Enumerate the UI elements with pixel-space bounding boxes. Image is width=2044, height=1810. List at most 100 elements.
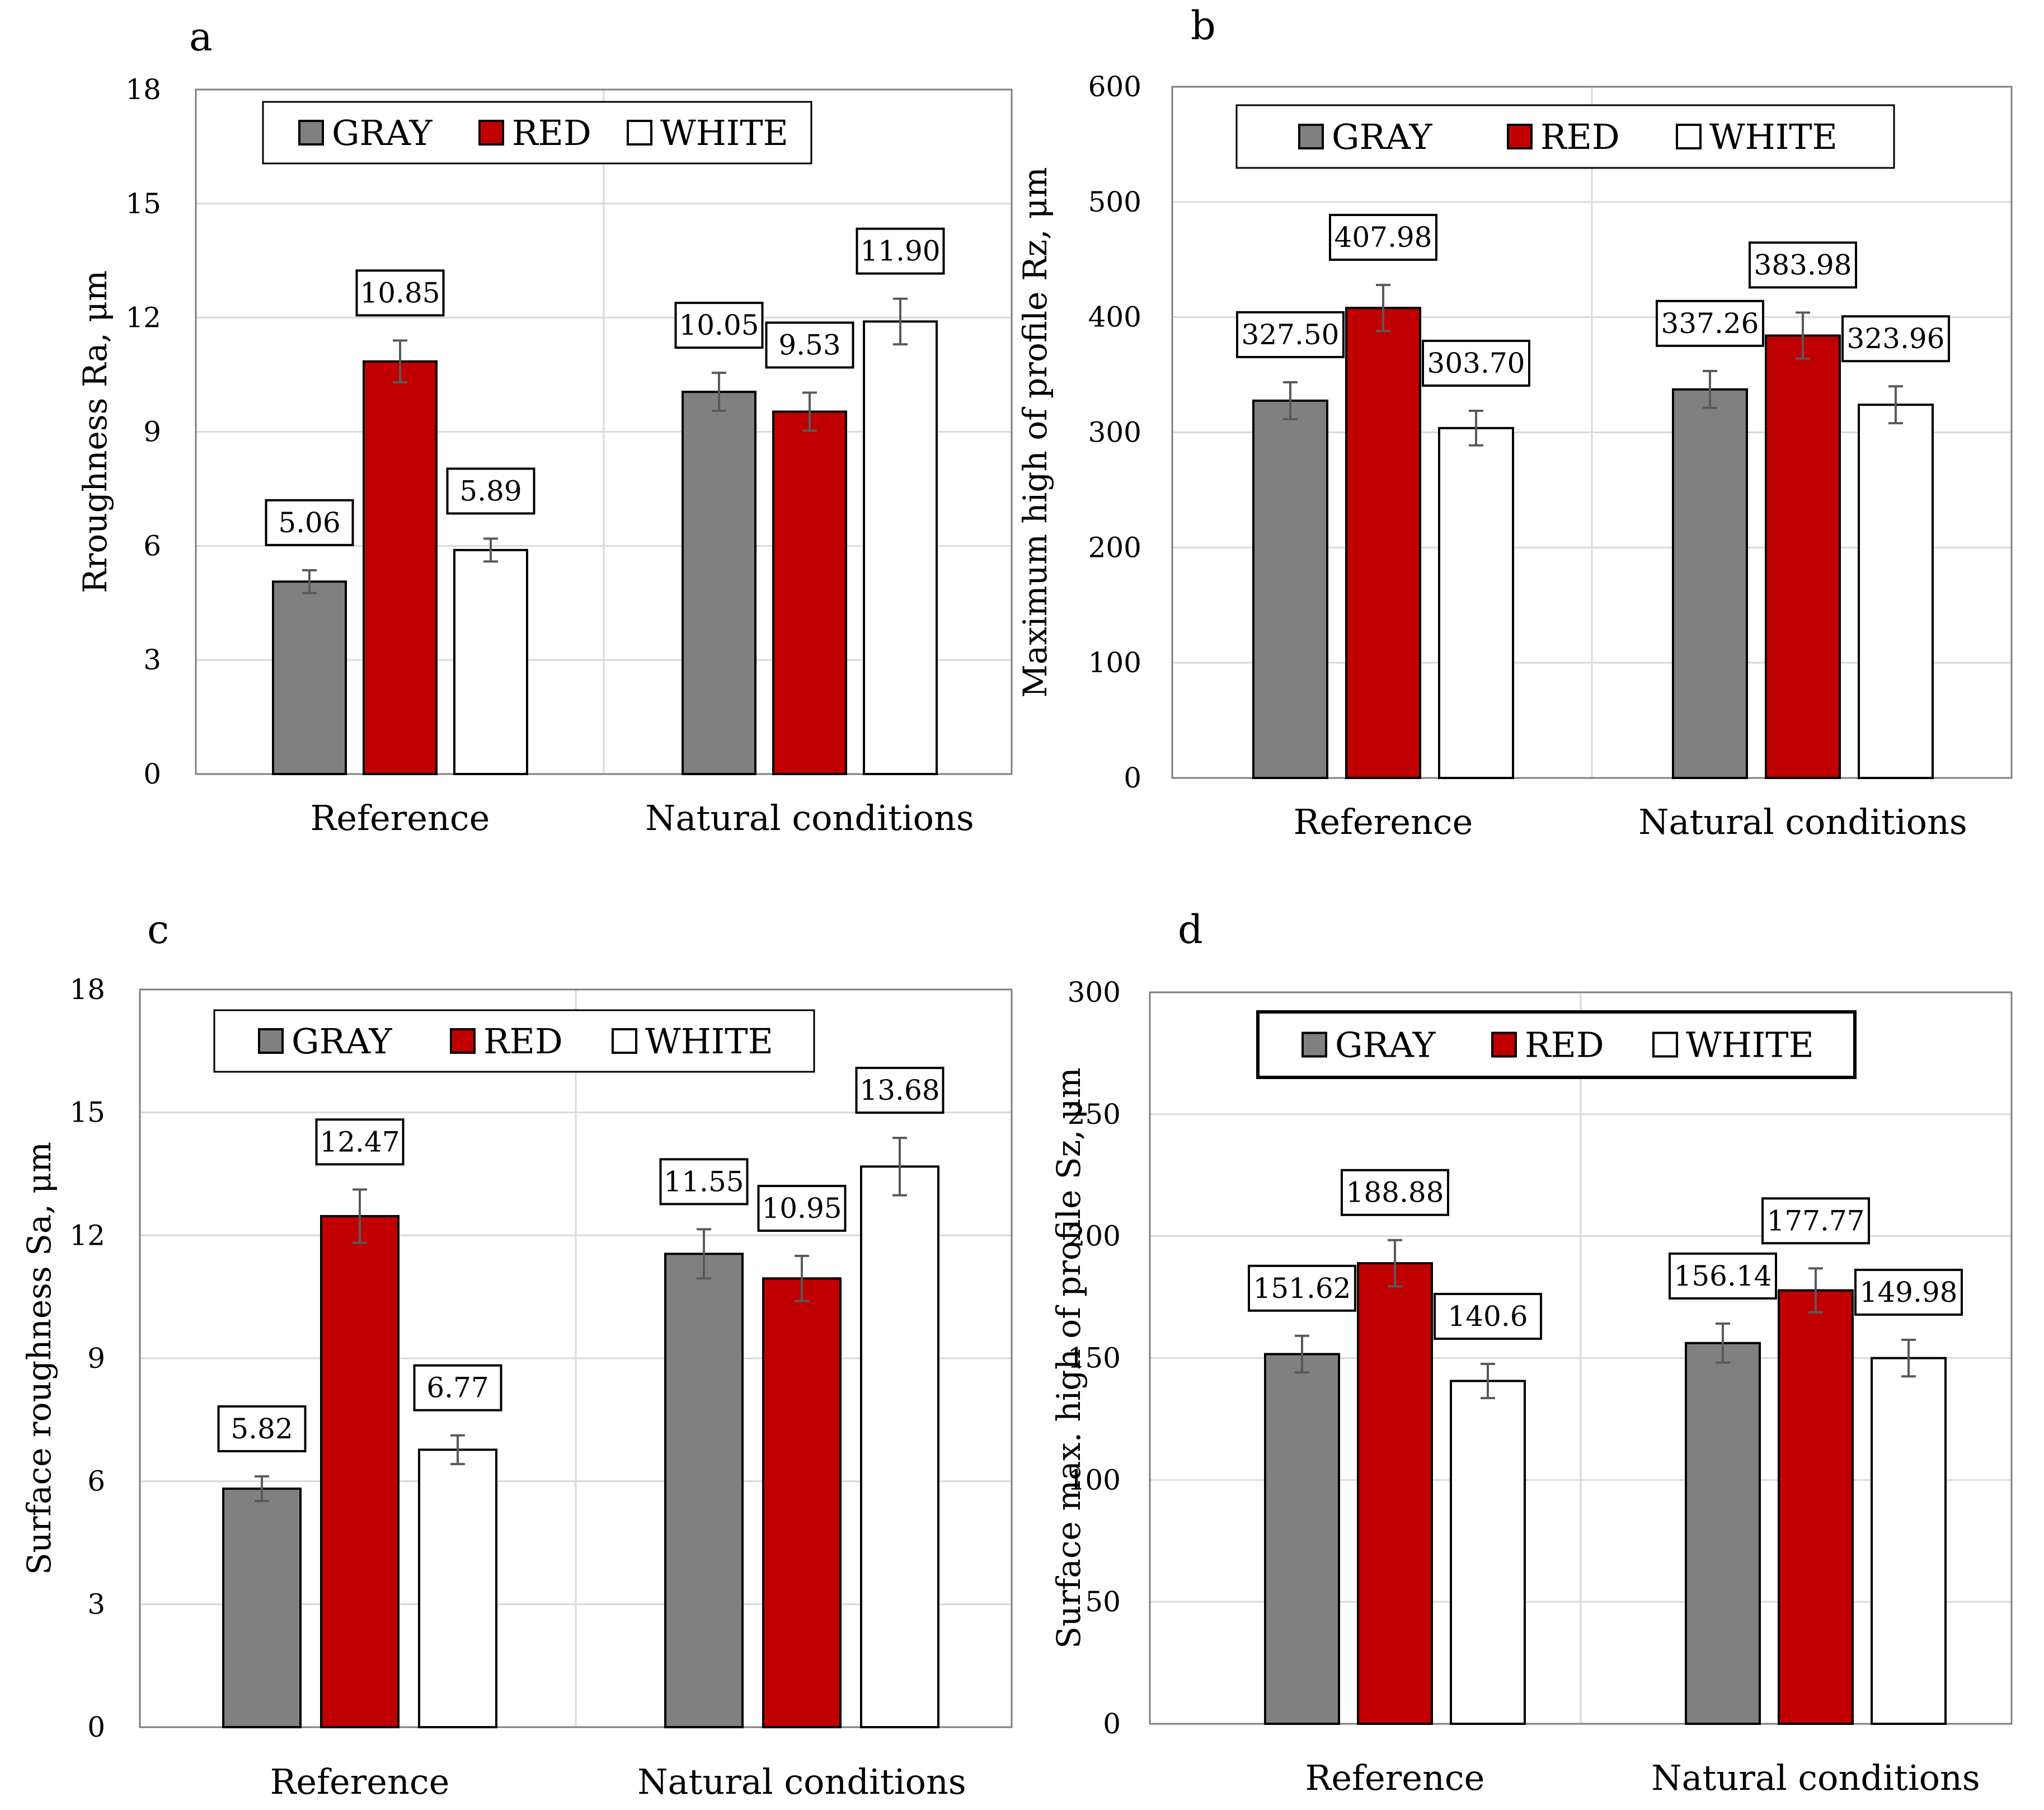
- x-tick-label: Natural conditions: [645, 798, 974, 838]
- y-axis-title: Maximum high of profile Rz, μm: [1016, 167, 1054, 697]
- y-axis-title: Surface roughness Sa, μm: [20, 1142, 58, 1575]
- data-label: 5.89: [459, 475, 521, 507]
- legend: [213, 1009, 815, 1073]
- legend: [1235, 104, 1895, 169]
- x-tick-label: Reference: [311, 798, 490, 838]
- y-tick-label: 6: [87, 1465, 105, 1498]
- bar: [1345, 307, 1421, 779]
- data-label-box: [1761, 1197, 1870, 1245]
- plot-area: [139, 988, 1013, 1728]
- legend-swatch: [1491, 1031, 1517, 1058]
- panel-letter: d: [1178, 907, 1203, 953]
- data-label-box: [265, 499, 354, 546]
- legend-swatch: [1676, 124, 1702, 149]
- legend-label: RED: [1540, 116, 1620, 157]
- y-tick-label: 12: [69, 1219, 105, 1251]
- data-label-box: [757, 1184, 847, 1232]
- panel-letter: c: [147, 907, 169, 953]
- data-label: 151.62: [1253, 1272, 1351, 1305]
- legend-swatch: [1298, 124, 1324, 149]
- data-label: 188.88: [1346, 1176, 1444, 1209]
- data-label-box: [1749, 241, 1857, 289]
- legend: [262, 101, 812, 165]
- legend-swatch: [1652, 1031, 1678, 1058]
- bar: [1672, 388, 1748, 779]
- x-tick-label: Natural conditions: [1638, 801, 1967, 842]
- x-tick-label: Natural conditions: [1651, 1757, 1980, 1798]
- plot-area: [1149, 991, 2013, 1725]
- y-tick-label: 18: [69, 973, 105, 1006]
- legend-swatch: [1507, 124, 1533, 149]
- legend-swatch: [612, 1028, 637, 1054]
- panel-letter: a: [189, 14, 213, 60]
- data-label: 149.98: [1860, 1276, 1958, 1309]
- data-label: 327.50: [1242, 318, 1340, 351]
- chart-panel-a: 0 3 6 9 12 15 18 a Rroughness Ra, μm Reference Nat…: [76, 14, 1013, 838]
- y-tick-label: 100: [1088, 646, 1141, 679]
- y-axis-title: Rroughness Ra, μm: [76, 270, 114, 593]
- chart-panel-b: 0 100 200 300 400 500 600 b Maximum high of prof…: [1016, 3, 2013, 842]
- y-tick-label: 18: [125, 73, 161, 106]
- data-label: 12.47: [319, 1126, 400, 1158]
- y-tick-label: 15: [69, 1096, 105, 1129]
- data-label-box: [1248, 1264, 1356, 1312]
- bar: [1450, 1380, 1526, 1725]
- data-label: 10.05: [679, 309, 759, 341]
- data-label-box: [1841, 315, 1950, 363]
- data-label-box: [413, 1364, 502, 1412]
- y-tick-label: 0: [87, 1711, 105, 1743]
- y-tick-label: 400: [1088, 301, 1141, 334]
- y-tick-label: 150: [1068, 1342, 1121, 1375]
- data-label: 407.98: [1335, 221, 1432, 254]
- legend-label: WHITE: [1709, 116, 1838, 157]
- data-label-box: [1341, 1169, 1449, 1216]
- data-label-box: [1422, 340, 1530, 387]
- legend-swatch: [258, 1028, 284, 1054]
- data-label-box: [765, 321, 854, 369]
- bar: [272, 580, 347, 776]
- bar: [1765, 334, 1841, 779]
- y-tick-label: 9: [143, 416, 161, 448]
- bar: [1685, 1342, 1761, 1725]
- data-label-box: [315, 1118, 405, 1166]
- panel-letter: b: [1191, 3, 1216, 49]
- bar: [1264, 1353, 1340, 1725]
- data-label: 11.55: [664, 1165, 744, 1198]
- y-tick-label: 200: [1088, 531, 1141, 564]
- data-label-box: [1329, 214, 1437, 261]
- legend-label: WHITE: [645, 1021, 773, 1062]
- bar: [1858, 404, 1934, 779]
- legend-label: GRAY: [1335, 1025, 1436, 1066]
- x-tick-label: Reference: [1305, 1757, 1485, 1798]
- data-label-box: [674, 302, 764, 349]
- bar: [1357, 1262, 1433, 1725]
- data-label-box: [1669, 1252, 1777, 1300]
- bar: [363, 360, 438, 775]
- legend-swatch: [478, 120, 504, 146]
- bar: [860, 1165, 939, 1729]
- data-label: 5.82: [231, 1413, 293, 1445]
- chart-panel-d: 0 50 100 150 200 250 300 d Surface max. high of …: [1050, 907, 2013, 1798]
- y-tick-label: 3: [143, 644, 161, 676]
- data-label: 10.85: [360, 276, 440, 309]
- data-label: 323.96: [1847, 322, 1945, 355]
- y-tick-label: 200: [1068, 1220, 1121, 1253]
- x-tick-label: Natural conditions: [637, 1761, 966, 1802]
- data-label: 337.26: [1661, 307, 1759, 340]
- legend-swatch: [450, 1028, 476, 1054]
- legend-label: GRAY: [292, 1021, 392, 1062]
- legend-swatch: [1301, 1031, 1327, 1058]
- x-tick-label: Reference: [1294, 801, 1473, 842]
- legend-label: WHITE: [1686, 1025, 1814, 1066]
- y-tick-label: 250: [1068, 1098, 1121, 1131]
- y-tick-label: 500: [1088, 186, 1141, 218]
- bar: [418, 1448, 497, 1729]
- bar: [453, 548, 528, 776]
- data-label: 11.90: [860, 235, 940, 268]
- bar: [222, 1487, 302, 1728]
- y-tick-label: 3: [87, 1588, 105, 1620]
- data-label: 13.68: [859, 1074, 939, 1106]
- data-label-box: [856, 227, 945, 275]
- y-tick-label: 15: [125, 187, 161, 220]
